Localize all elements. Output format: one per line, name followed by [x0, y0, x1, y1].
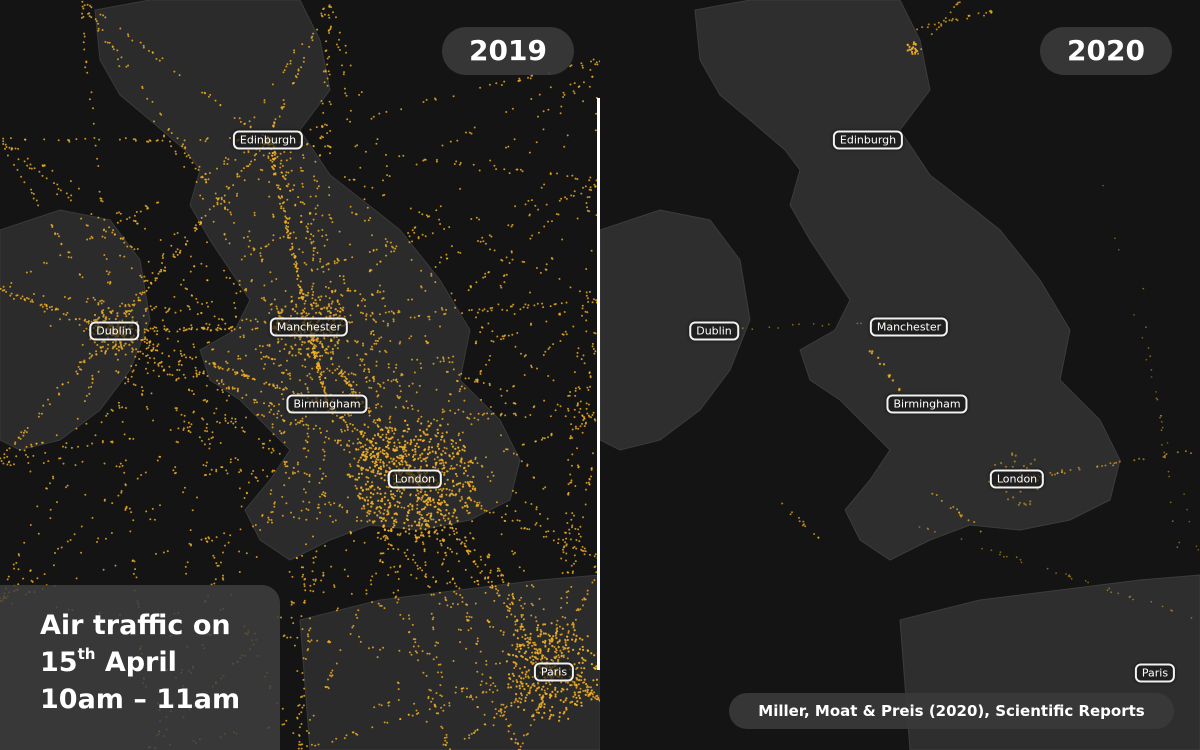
city-label-dublin: Dublin [689, 321, 739, 341]
city-label-dublin: Dublin [89, 321, 139, 341]
map-panel-2019: 2019 Edinburgh Dublin Manchester Birming… [0, 0, 600, 750]
city-label-edinburgh: Edinburgh [232, 130, 304, 150]
ireland-landmass [600, 209, 751, 451]
caption-day: 15 [40, 647, 78, 678]
city-label-manchester: Manchester [269, 317, 349, 337]
caption-line-2: 15th April [40, 644, 280, 681]
france-landmass [299, 574, 600, 750]
city-label-london: London [989, 469, 1045, 489]
comparison-divider [597, 98, 600, 670]
city-label-birmingham: Birmingham [286, 394, 368, 414]
source-credit: Miller, Moat & Preis (2020), Scientific … [729, 693, 1174, 729]
city-label-birmingham: Birmingham [886, 394, 968, 414]
caption-line-3: 10am – 11am [40, 684, 241, 715]
map-panel-2020: 2020 Edinburgh Dublin Manchester Birming… [600, 0, 1200, 750]
map-canvas-2020 [600, 0, 1200, 750]
caption-month: April [95, 647, 177, 678]
caption-day-suffix: th [77, 645, 96, 663]
great-britain-landmass [694, 0, 1121, 561]
ireland-landmass [0, 209, 151, 451]
map-canvas-2019 [0, 0, 600, 750]
city-label-london: London [387, 469, 443, 489]
city-label-manchester: Manchester [869, 317, 949, 337]
year-badge: 2019 [442, 27, 574, 75]
year-badge: 2020 [1040, 27, 1172, 75]
city-label-paris: Paris [533, 662, 575, 682]
caption-line-1: Air traffic on [40, 610, 231, 641]
landmass-layer [600, 0, 1200, 750]
city-label-paris: Paris [1134, 663, 1176, 683]
caption-box: Air traffic on 15th April 10am – 11am [0, 585, 280, 750]
city-label-edinburgh: Edinburgh [832, 130, 904, 150]
flight-traffic-layer-2020 [704, 1, 1200, 619]
